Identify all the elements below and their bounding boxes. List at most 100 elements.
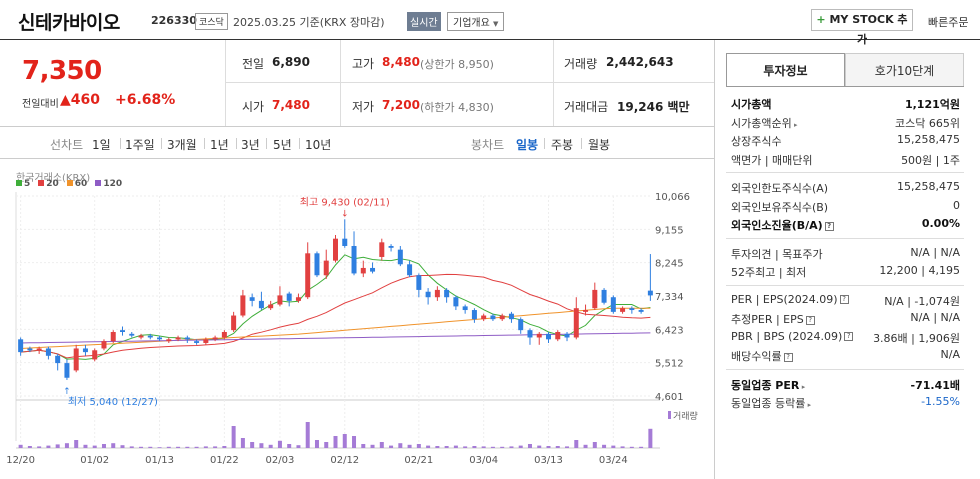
volume-bar [176,446,181,448]
x-tick-label: 01/13 [145,455,174,466]
x-tick-label: 01/22 [210,455,239,466]
candle-body [351,245,357,274]
quick-order-link[interactable]: 빠른주문 [928,16,969,29]
ma-legend: 5 20 60 120 [16,179,130,189]
candle-body [92,350,98,360]
change-percent: +6.68% [115,92,176,108]
tab-separator [544,138,545,149]
asof-text: 2025.03.25 기준(KRX 장마감) [233,16,385,29]
mystock-label: MY STOCK 추가 [829,13,908,46]
ma-label: 60 [74,179,88,189]
info-icon[interactable]: ? [824,221,834,231]
invest-label: 시가총액 [731,96,771,112]
mystock-add-button[interactable]: + MY STOCK 추가 [811,9,913,46]
candle-tab-0[interactable]: 일봉 [516,138,539,152]
invest-label-text: 52주최고 | 최저 [731,266,807,279]
candle-tab-1[interactable]: 주봉 [551,138,574,152]
chevron-right-icon[interactable]: ▸ [799,382,806,391]
divider [0,126,714,127]
candle-body [444,289,450,298]
high-annotation: 최고 9,430 (02/11) [300,196,390,208]
volume-bar [583,444,588,448]
info-icon[interactable]: ? [839,295,849,304]
candle-body [240,295,246,316]
chevron-down-icon: ▼ [493,20,499,28]
candle-body [481,315,487,320]
period-tab-2[interactable]: 3개월 [167,138,197,152]
volume-bar [139,446,144,448]
volume-bar [231,426,236,448]
volume-bar [481,446,486,448]
x-tick-label: 02/21 [404,455,433,466]
stock-header [0,0,980,40]
volume-bar [509,446,514,448]
low-annotation: 최저 5,040 (12/27) [68,396,158,408]
candle-body [536,333,542,338]
period-tab-3[interactable]: 1년 [210,138,229,152]
volume-legend-swatch [668,411,671,419]
invest-label: PBR | BPS (2024.09)? [731,330,854,343]
volume-bar [166,446,171,448]
info-icon[interactable]: ? [805,315,815,325]
candle-body [27,348,33,351]
x-tick-label: 12/20 [6,455,35,466]
volume-bar [342,434,347,448]
change-value: ▲460 [60,92,100,108]
period-tab-5[interactable]: 5년 [273,138,292,152]
candle-body [416,275,422,290]
ma-line-5 [20,254,651,360]
invest-label-text: 시가총액순위 [731,116,792,130]
candle-body [258,300,264,309]
group-divider [726,237,964,239]
candle-body [231,315,237,331]
invest-value: 코스닥 665위 [895,116,960,130]
group-divider [726,284,964,286]
candle-body [203,339,209,343]
volume-bar [240,438,245,448]
invest-value: 15,258,475 [897,180,960,193]
change-amount: 460 [70,92,101,108]
candle-body [129,333,135,336]
chevron-right-icon[interactable]: ▸ [791,120,798,129]
period-tab-4[interactable]: 3년 [241,138,260,152]
invest-label: 액면가 | 매매단위 [731,152,813,168]
price-chart[interactable]: 10,066 9,155 8,245 7,334 6,423 5,512 4,601 12/2… [0,186,714,479]
volume-bar [55,444,60,448]
candle-body [333,238,338,261]
divider [714,40,715,479]
tab-orderbook[interactable]: 호가10단계 [845,53,964,87]
info-icon[interactable]: ? [783,352,793,362]
candle-body [36,348,42,351]
volume-bar [37,446,42,448]
volume-bar [277,440,282,448]
volume-bar [157,447,162,448]
candle-body [425,291,431,298]
ma-label: 5 [24,179,31,189]
realtime-badge[interactable]: 실시간 [407,12,441,31]
tab-invest-info[interactable]: 투자정보 [726,53,845,87]
tab-separator [120,138,121,149]
period-tab-0[interactable]: 1일 [92,138,111,152]
info-icon[interactable]: ? [844,332,854,341]
volume-bar [185,446,190,448]
candle-body [620,308,626,312]
volume-bar [500,446,505,448]
y-tick-label: 7,334 [655,292,684,303]
company-info-dropdown[interactable]: 기업개요 ▼ [447,12,505,31]
invest-value: N/A [940,348,960,361]
volume-bar [83,444,88,448]
volume-bar [639,446,644,448]
ma-label: 20 [46,179,59,189]
volume-bar [250,442,255,448]
candle-body [64,363,70,378]
invest-label-text: 액면가 | 매매단위 [731,153,813,167]
candle-tab-2[interactable]: 월봉 [588,138,611,152]
period-tab-6[interactable]: 10년 [305,138,332,152]
y-tick-label: 8,245 [655,259,684,270]
period-tab-1[interactable]: 1주일 [125,138,155,152]
volume-bar [305,422,310,448]
volume-bar [463,446,468,448]
volume-bar [27,446,32,448]
up-triangle-icon: ▲ [60,92,71,108]
chevron-right-icon[interactable]: ▸ [805,401,812,409]
